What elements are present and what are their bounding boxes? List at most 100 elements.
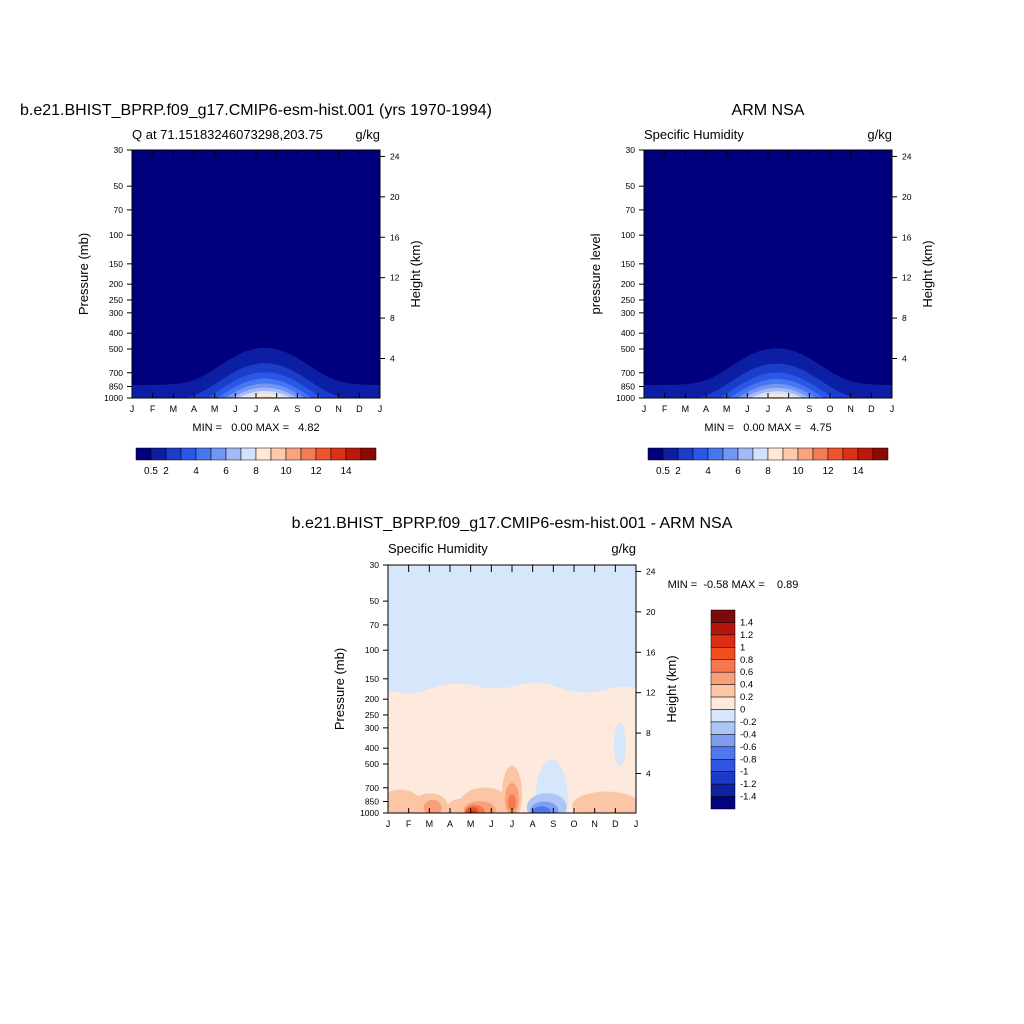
pressure-tick-label: 500	[621, 344, 635, 354]
month-tick-label: F	[150, 404, 156, 414]
colorbar-label: 8	[253, 466, 259, 477]
colorbar-swatch	[710, 696, 736, 710]
month-tick-label: S	[806, 404, 812, 414]
height-tick-label: 12	[646, 688, 656, 698]
obs-axes: J F M A M J J A S O N D J 30 50 70 100 150 200 250 300 400 500…	[616, 145, 912, 414]
colorbar-swatch	[647, 447, 664, 461]
month-tick-label: J	[890, 404, 895, 414]
colorbar-swatch	[767, 447, 784, 461]
diff-left-title: Specific Humidity	[388, 541, 488, 556]
colorbar-label: -0.8	[740, 754, 756, 765]
colorbar-swatch	[710, 647, 736, 660]
month-tick-label: J	[634, 819, 639, 829]
month-tick-label: A	[274, 404, 280, 414]
pressure-tick-label: 300	[621, 308, 635, 318]
diff-blob	[423, 799, 442, 813]
colorbar-swatch	[135, 447, 152, 461]
colorbar-swatch	[300, 447, 317, 461]
pressure-tick-label: 70	[114, 205, 124, 215]
height-tick-label: 24	[646, 566, 656, 576]
colorbar-label: 0.4	[740, 680, 753, 691]
month-tick-label: M	[426, 819, 434, 829]
month-tick-label: M	[723, 404, 731, 414]
height-tick-label: 8	[646, 728, 651, 738]
diff-minmax-label: MIN = -0.58 MAX = 0.89	[668, 579, 799, 591]
colorbar-label: 0.8	[740, 655, 753, 666]
month-tick-label: M	[170, 404, 178, 414]
height-tick-label: 4	[646, 768, 651, 778]
pressure-tick-label: 500	[109, 344, 123, 354]
pressure-tick-label: 850	[109, 382, 123, 392]
diff-blob	[508, 794, 516, 811]
colorbar-label: 6	[223, 466, 229, 477]
pressure-tick-label: 700	[109, 368, 123, 378]
colorbar-swatch	[722, 447, 739, 461]
colorbar-swatch	[707, 447, 724, 461]
diff-blob	[613, 722, 626, 767]
colorbar-swatch	[857, 447, 874, 461]
pressure-tick-label: 300	[365, 723, 379, 733]
colorbar-label: 1.2	[740, 630, 753, 641]
pressure-tick-label: 200	[109, 279, 123, 289]
pressure-tick-label: 500	[365, 759, 379, 769]
month-tick-label: D	[356, 404, 363, 414]
diff-y-axis-label: Pressure (mb)	[332, 648, 347, 730]
colorbar-swatch	[150, 447, 167, 461]
month-tick-label: A	[447, 819, 453, 829]
height-tick-label: 12	[902, 273, 912, 283]
month-tick-label: O	[314, 404, 321, 414]
colorbar-label: 0.6	[740, 667, 753, 678]
obs-colorbar: 0.5 2 4 6 8 10 12 14	[647, 447, 889, 477]
colorbar-swatch	[165, 447, 182, 461]
month-tick-label: A	[191, 404, 197, 414]
height-tick-label: 24	[902, 151, 912, 161]
colorbar-swatch	[710, 634, 736, 648]
obs-panel: ARM NSA Specific Humidity g/kg J F M A M J J A S…	[588, 102, 935, 477]
colorbar-swatch	[710, 622, 736, 636]
obs-minmax-label: MIN = 0.00 MAX = 4.75	[704, 422, 831, 434]
diff-height-axis-label: Height (km)	[664, 655, 679, 722]
month-tick-label: A	[703, 404, 709, 414]
colorbar-label: -1	[740, 767, 748, 778]
pressure-tick-label: 1000	[360, 808, 379, 818]
colorbar-label: 0.2	[740, 692, 753, 703]
month-tick-label: J	[766, 404, 771, 414]
month-tick-label: J	[233, 404, 238, 414]
pressure-tick-label: 50	[114, 181, 124, 191]
diff-panel: b.e21.BHIST_BPRP.f09_g17.CMIP6-esm-hist.…	[292, 515, 799, 829]
height-tick-label: 24	[390, 151, 400, 161]
pressure-tick-label: 400	[621, 328, 635, 338]
colorbar-swatch	[330, 447, 347, 461]
height-tick-label: 8	[902, 313, 907, 323]
colorbar-swatch	[797, 447, 814, 461]
colorbar-swatch	[710, 609, 736, 623]
pressure-tick-label: 250	[621, 295, 635, 305]
month-tick-label: M	[682, 404, 690, 414]
colorbar-label: -0.2	[740, 717, 756, 728]
month-tick-label: J	[386, 819, 391, 829]
contour-band	[757, 394, 796, 398]
colorbar-swatch	[812, 447, 829, 461]
colorbar-label: 2	[163, 466, 169, 477]
obs-contour-field	[644, 150, 892, 398]
colorbar-swatch	[180, 447, 197, 461]
colorbar-swatch	[662, 447, 679, 461]
obs-main-title: ARM NSA	[732, 102, 805, 119]
month-tick-label: O	[570, 819, 577, 829]
model-colorbar: 0.5 2 4 6 8 10 12 14	[135, 447, 377, 477]
colorbar-swatch	[345, 447, 362, 461]
pressure-tick-label: 50	[370, 596, 380, 606]
month-tick-label: S	[550, 819, 556, 829]
colorbar-label: 0.5	[144, 466, 158, 477]
diff-band-lower	[388, 683, 636, 813]
colorbar-label: 1.4	[740, 617, 753, 628]
pressure-tick-label: 100	[365, 645, 379, 655]
pressure-tick-label: 1000	[104, 393, 123, 403]
pressure-tick-label: 250	[365, 710, 379, 720]
diff-blob	[465, 807, 480, 813]
colorbar-label: 10	[280, 466, 292, 477]
pressure-tick-label: 400	[365, 743, 379, 753]
colorbar-label: 12	[310, 466, 322, 477]
colorbar-label: -1.4	[740, 792, 756, 803]
colorbar-swatch	[710, 721, 736, 735]
